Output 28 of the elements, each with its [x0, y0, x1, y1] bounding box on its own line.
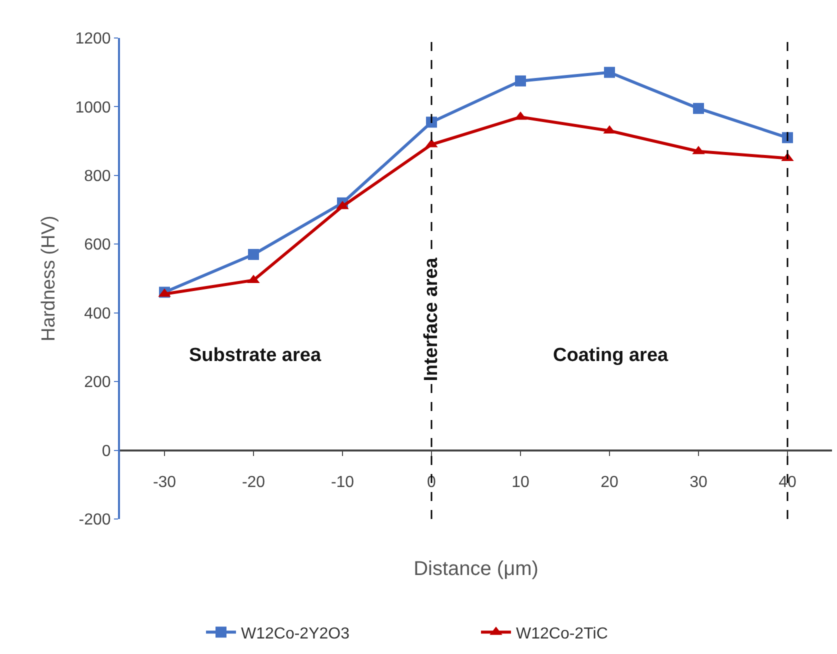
x-tick-label: -20 — [242, 474, 266, 492]
y-tick-label: 1200 — [75, 30, 111, 48]
point — [693, 102, 704, 114]
annotation: Interface area — [420, 257, 442, 382]
point — [248, 248, 259, 260]
x-axis-title: Distance (μm) — [414, 558, 538, 580]
y-tick-label: 800 — [84, 168, 111, 186]
y-tick-label: -200 — [78, 512, 111, 529]
y-tick-label: 600 — [84, 236, 111, 254]
x-tick-label: 40 — [778, 474, 796, 492]
legend-label: W12Co-2Y2O3 — [241, 625, 350, 642]
x-tick-label: -10 — [330, 474, 354, 492]
y-tick-label: 0 — [102, 442, 111, 460]
annotation: Substrate area — [189, 345, 322, 366]
point — [515, 75, 526, 86]
x-tick-label: 0 — [427, 474, 436, 492]
y-tick-label: 1000 — [75, 99, 111, 116]
x-tick-label: 30 — [690, 474, 708, 492]
annotation: Coating area — [553, 345, 669, 366]
x-tick-label: 20 — [600, 474, 618, 492]
x-tick-label: 10 — [512, 474, 530, 492]
y-tick-label: 400 — [84, 305, 111, 322]
legend-label: W12Co-2TiC — [516, 625, 608, 642]
point — [604, 66, 615, 78]
y-axis-title: Hardness (HV) — [38, 216, 60, 342]
point — [426, 116, 437, 128]
x-tick-label: -30 — [152, 474, 176, 492]
y-tick-label: 200 — [84, 374, 111, 392]
